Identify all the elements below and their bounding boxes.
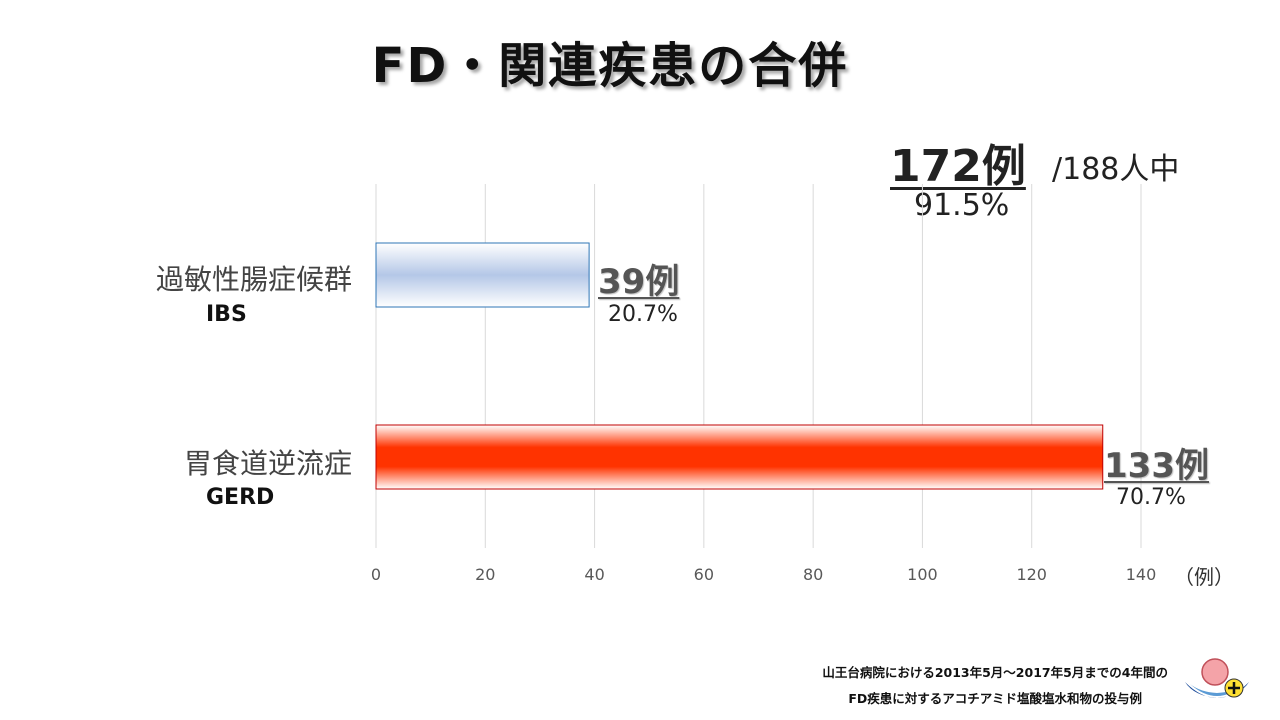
page-title: FD・関連疾患の合併 xyxy=(371,38,849,94)
category-label-ibs: 過敏性腸症候群 xyxy=(155,263,352,296)
category-sublabel-ibs: IBS xyxy=(206,302,247,327)
footnote-line-1: 山王台病院における2013年5月～2017年5月までの4年間の xyxy=(822,665,1168,680)
hospital-logo-icon xyxy=(1185,658,1249,698)
footnote-line-2: FD疾患に対するアコチアミド塩酸塩水和物の投与例 xyxy=(848,691,1142,706)
x-axis-unit: （例） xyxy=(1174,565,1234,589)
total-count: 172例 xyxy=(890,141,1026,192)
x-tick-label-40: 40 xyxy=(584,565,604,584)
x-tick-label-0: 0 xyxy=(371,565,381,584)
x-tick-label-120: 120 xyxy=(1016,565,1047,584)
bar-ibs xyxy=(375,242,590,308)
data-label-count-gerd: 133例 xyxy=(1104,446,1209,486)
x-tick-label-60: 60 xyxy=(694,565,714,584)
total-of: /188人中 xyxy=(1052,152,1180,187)
x-tick-label-100: 100 xyxy=(907,565,938,584)
data-label-percent-gerd: 70.7% xyxy=(1116,485,1186,510)
bar-gerd xyxy=(375,424,1104,490)
x-tick-label-80: 80 xyxy=(803,565,823,584)
category-sublabel-gerd: GERD xyxy=(206,485,275,510)
data-label-count-ibs: 39例 xyxy=(598,262,680,302)
footnote: 山王台病院における2013年5月～2017年5月までの4年間の FD疾患に対する… xyxy=(822,660,1168,712)
category-label-gerd: 胃食道逆流症 xyxy=(183,447,352,480)
data-label-percent-ibs: 20.7% xyxy=(608,302,678,327)
total-percent: 91.5% xyxy=(914,188,1010,223)
x-tick-label-20: 20 xyxy=(475,565,495,584)
x-tick-label-140: 140 xyxy=(1126,565,1157,584)
